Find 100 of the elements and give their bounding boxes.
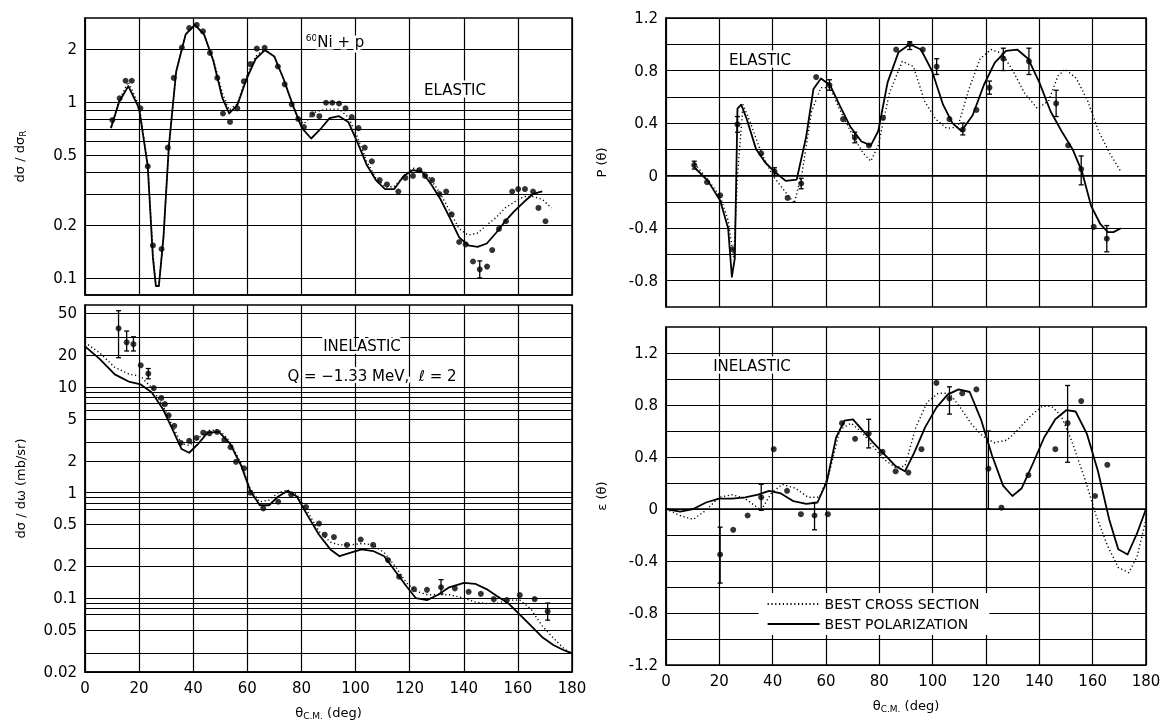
x-tick-label: 180 bbox=[557, 678, 587, 697]
point bbox=[933, 379, 940, 386]
x-tick-label: 0 bbox=[80, 678, 90, 697]
point bbox=[477, 590, 484, 597]
point bbox=[206, 430, 213, 437]
point bbox=[227, 444, 234, 451]
point bbox=[1065, 142, 1072, 149]
point bbox=[247, 489, 254, 496]
point bbox=[396, 573, 403, 580]
point bbox=[411, 586, 417, 593]
y-tick-label: 0.02 bbox=[43, 663, 77, 681]
point bbox=[797, 511, 804, 518]
point bbox=[193, 434, 200, 441]
point bbox=[730, 526, 737, 533]
y-tick-label: 10 bbox=[57, 378, 77, 397]
point bbox=[343, 541, 350, 548]
point bbox=[123, 339, 130, 346]
y-tick-label: 0 bbox=[648, 500, 658, 518]
point bbox=[946, 395, 953, 402]
y-tick-label: 2 bbox=[67, 451, 77, 470]
y-tick-label: -0.8 bbox=[628, 604, 658, 622]
y-tick-label: 50 bbox=[57, 304, 77, 323]
y-tick-label: 20 bbox=[57, 346, 77, 365]
point bbox=[770, 446, 777, 453]
point bbox=[784, 487, 791, 494]
point bbox=[758, 150, 765, 157]
point bbox=[946, 116, 953, 123]
point bbox=[531, 596, 538, 603]
x-tick-label: 140 bbox=[1025, 671, 1054, 690]
y-tick-label: -0.4 bbox=[628, 219, 658, 238]
point bbox=[865, 142, 872, 149]
point bbox=[423, 586, 430, 593]
point bbox=[130, 341, 137, 348]
x-tick-label: 160 bbox=[1078, 671, 1107, 690]
y-tick-label: 0.4 bbox=[634, 114, 658, 133]
point bbox=[1104, 461, 1111, 468]
y-tick-label: -0.4 bbox=[628, 552, 658, 570]
point bbox=[1090, 223, 1097, 230]
x-tick-label: 100 bbox=[918, 671, 947, 690]
point bbox=[232, 458, 239, 465]
y-tick-label: 0.1 bbox=[53, 589, 77, 608]
x-tick-label: 20 bbox=[709, 671, 729, 690]
x-tick-label: 100 bbox=[341, 678, 370, 697]
x-tick-label: 20 bbox=[129, 678, 149, 697]
point bbox=[840, 116, 847, 123]
x-tick-label: 60 bbox=[816, 671, 836, 690]
point bbox=[1078, 166, 1085, 173]
y-tick-label: 0.05 bbox=[43, 621, 77, 639]
point bbox=[1092, 493, 1099, 499]
y-tick-label: 2 bbox=[67, 39, 77, 58]
point bbox=[1078, 398, 1085, 405]
point bbox=[1053, 100, 1060, 107]
point bbox=[451, 585, 458, 592]
point bbox=[811, 512, 818, 519]
x-tick-label: 40 bbox=[183, 678, 203, 697]
point bbox=[137, 362, 144, 369]
point bbox=[758, 494, 765, 501]
point bbox=[918, 446, 925, 453]
y-tick-label: 0.8 bbox=[634, 396, 658, 414]
point bbox=[729, 246, 736, 253]
point bbox=[717, 192, 724, 199]
y-tick-label: 1 bbox=[67, 483, 77, 502]
point bbox=[905, 469, 912, 476]
point bbox=[1103, 235, 1110, 242]
point bbox=[544, 608, 551, 615]
point bbox=[824, 511, 831, 518]
x-tick-label: 40 bbox=[763, 671, 783, 690]
point bbox=[1000, 55, 1007, 62]
point bbox=[303, 504, 310, 511]
point bbox=[171, 422, 178, 429]
point bbox=[158, 394, 165, 401]
legend-label: BEST CROSS SECTION bbox=[824, 596, 980, 612]
point bbox=[516, 592, 523, 599]
y-tick-label: 0.2 bbox=[53, 557, 77, 576]
point bbox=[357, 536, 364, 543]
y-tick-label: 0.5 bbox=[53, 145, 77, 164]
y-tick-label: 1.2 bbox=[634, 9, 658, 27]
point bbox=[150, 385, 157, 392]
point bbox=[214, 428, 221, 435]
point bbox=[717, 551, 724, 558]
y-axis-title: ε (θ) bbox=[594, 481, 609, 511]
point bbox=[221, 436, 228, 443]
point bbox=[959, 126, 966, 133]
point bbox=[973, 106, 980, 113]
x-tick-label: 0 bbox=[661, 671, 671, 690]
point bbox=[288, 491, 295, 498]
point bbox=[852, 435, 859, 442]
x-tick-label: 60 bbox=[237, 678, 257, 697]
point bbox=[973, 386, 980, 393]
y-axis-title: dσ / dω (mb/sr) bbox=[13, 438, 28, 539]
point bbox=[986, 84, 993, 91]
y-tick-label: 0 bbox=[648, 166, 658, 185]
y-tick-label: -1.2 bbox=[628, 656, 658, 674]
x-tick-label: 80 bbox=[869, 671, 889, 690]
y-axis-title: dσ / dσR bbox=[11, 130, 28, 183]
y-tick-label: 5 bbox=[67, 409, 77, 428]
point bbox=[370, 541, 377, 548]
point bbox=[330, 534, 337, 541]
x-tick-label: 160 bbox=[503, 678, 533, 697]
point bbox=[385, 557, 392, 564]
